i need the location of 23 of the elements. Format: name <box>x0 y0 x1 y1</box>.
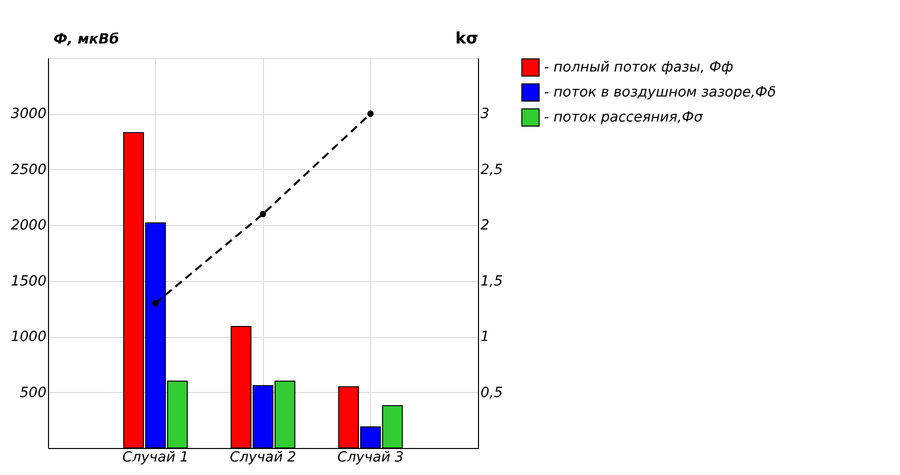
y2-tick-label: 1 <box>480 329 490 346</box>
legend-label: - полный поток фазы, Фф <box>544 60 734 76</box>
y-tick-label: 2500 <box>10 162 47 178</box>
y2-tick-label: 3 <box>480 106 490 122</box>
x-tick-label: Случай 2 <box>230 450 296 466</box>
y-axis-title: Ф, мкВб <box>54 32 119 48</box>
legend-label: - поток в воздушном зазоре,Фδ <box>544 84 776 100</box>
y-tick-label: 1000 <box>10 329 47 346</box>
y2-tick-label: 2 <box>480 218 490 234</box>
y2-tick-label: 2,5 <box>480 162 503 178</box>
y-tick-label: 1500 <box>10 273 47 290</box>
x-tick-label: Случай 3 <box>337 450 404 466</box>
y-tick-label: 3000 <box>10 106 47 122</box>
y-tick-label: 2000 <box>10 218 47 234</box>
legend-label: - поток рассеяния,Фσ <box>544 110 704 126</box>
point <box>367 110 374 117</box>
y2-tick-label: 0,5 <box>480 384 503 401</box>
point <box>260 210 266 218</box>
x-tick-label: Случай 1 <box>122 450 189 466</box>
y2-axis-title: kσ <box>455 28 478 48</box>
point <box>152 300 159 306</box>
y2-tick-label: 1,5 <box>480 273 503 290</box>
y-tick-label: 500 <box>20 384 47 401</box>
